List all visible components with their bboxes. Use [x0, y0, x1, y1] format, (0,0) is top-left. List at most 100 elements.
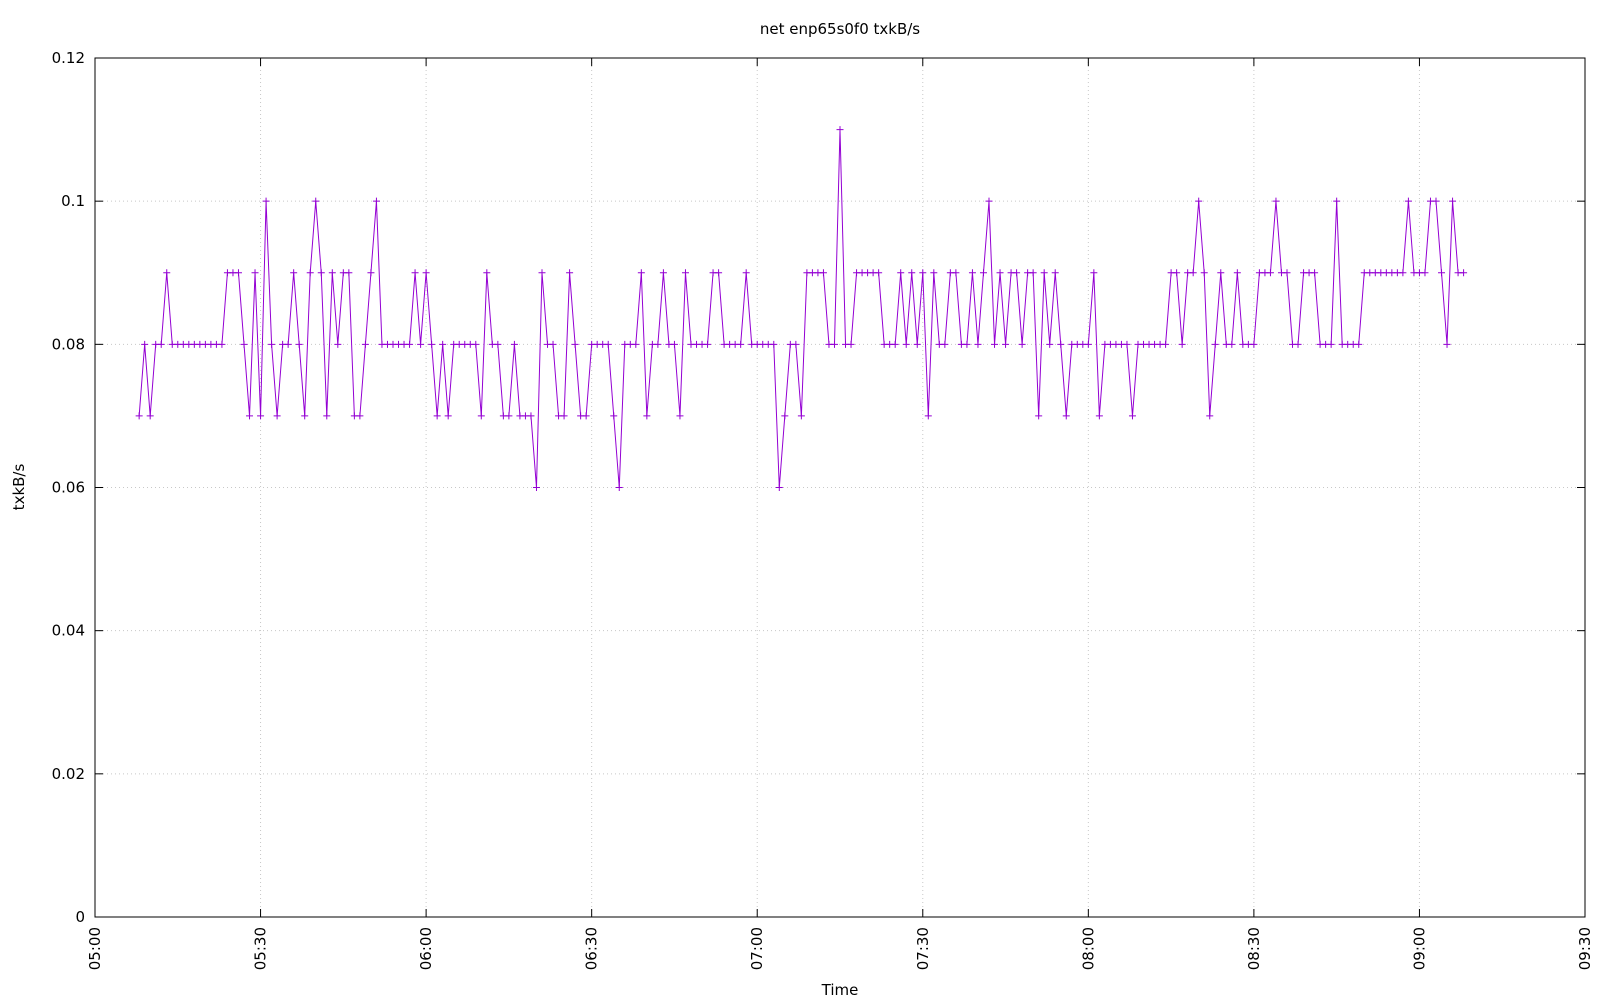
data-point [991, 340, 999, 348]
data-point [234, 269, 242, 277]
data-point [952, 269, 960, 277]
data-point [295, 340, 303, 348]
data-point [1333, 197, 1341, 205]
data-point [549, 340, 557, 348]
data-point [1200, 269, 1208, 277]
data-point [312, 197, 320, 205]
x-tick-label: 07:30 [914, 927, 932, 970]
data-point [681, 269, 689, 277]
data-point [1029, 269, 1037, 277]
data-point [1035, 412, 1043, 420]
data-point [930, 269, 938, 277]
data-point [306, 269, 314, 277]
x-tick-label: 09:00 [1410, 927, 1428, 970]
data-point [1062, 412, 1070, 420]
data-point [582, 412, 590, 420]
data-point [670, 340, 678, 348]
data-point [1162, 340, 1170, 348]
data-point [417, 340, 425, 348]
data-point [428, 340, 436, 348]
data-point [1399, 269, 1407, 277]
data-point [1090, 269, 1098, 277]
data-point [1460, 269, 1468, 277]
data-point [571, 340, 579, 348]
data-point [1449, 197, 1457, 205]
data-point [637, 269, 645, 277]
data-point [715, 269, 723, 277]
data-point [781, 412, 789, 420]
data-point [891, 340, 899, 348]
data-point [246, 412, 254, 420]
data-point [676, 412, 684, 420]
data-point [262, 197, 270, 205]
data-point [1438, 269, 1446, 277]
data-point [963, 340, 971, 348]
data-point [1095, 412, 1103, 420]
y-tick-label: 0.02 [52, 765, 85, 783]
data-point [996, 269, 1004, 277]
data-point [163, 269, 171, 277]
data-point [1018, 340, 1026, 348]
data-point [538, 269, 546, 277]
data-point [251, 269, 259, 277]
data-point [1123, 340, 1131, 348]
data-point [742, 269, 750, 277]
data-point [654, 340, 662, 348]
y-axis-label: txkB/s [10, 464, 28, 511]
data-point [483, 269, 491, 277]
data-point [1432, 197, 1440, 205]
data-point [704, 340, 712, 348]
data-point [1040, 269, 1048, 277]
data-point [146, 412, 154, 420]
data-point [1002, 340, 1010, 348]
data-point [444, 412, 452, 420]
data-point [1128, 412, 1136, 420]
data-point [919, 269, 927, 277]
data-point [875, 269, 883, 277]
data-point [257, 412, 265, 420]
data-point [527, 412, 535, 420]
x-axis-label: Time [821, 981, 859, 999]
data-point [1211, 340, 1219, 348]
data-point [610, 412, 618, 420]
x-tick-label: 05:30 [252, 927, 270, 970]
data-point [1283, 269, 1291, 277]
data-point [615, 484, 623, 491]
data-point [1327, 340, 1335, 348]
data-point [908, 269, 916, 277]
data-point [240, 340, 248, 348]
data-point [334, 340, 342, 348]
data-point [1195, 197, 1203, 205]
y-tick-label: 0.12 [52, 49, 85, 67]
data-point [361, 340, 369, 348]
data-point [317, 269, 325, 277]
data-point [284, 340, 292, 348]
plot-frame [94, 57, 1586, 918]
x-tick-label: 06:00 [417, 927, 435, 970]
data-point [632, 340, 640, 348]
data-point [1443, 340, 1451, 348]
data-point [1189, 269, 1197, 277]
data-point [439, 340, 447, 348]
data-point [1046, 340, 1054, 348]
y-tick-label: 0.1 [61, 192, 85, 210]
data-point [477, 412, 485, 420]
data-point [135, 412, 143, 420]
data-point [770, 340, 778, 348]
data-point [532, 484, 540, 491]
data-point [924, 412, 932, 420]
data-point [902, 340, 910, 348]
x-tick-label: 07:00 [748, 927, 766, 970]
data-point [797, 412, 805, 420]
y-tick-label: 0.08 [52, 335, 85, 353]
data-point [1178, 340, 1186, 348]
data-point [1266, 269, 1274, 277]
data-point [737, 340, 745, 348]
data-point [372, 197, 380, 205]
data-point [505, 412, 513, 420]
data-point [1206, 412, 1214, 420]
data-point [328, 269, 336, 277]
data-point [604, 340, 612, 348]
data-point [422, 269, 430, 277]
